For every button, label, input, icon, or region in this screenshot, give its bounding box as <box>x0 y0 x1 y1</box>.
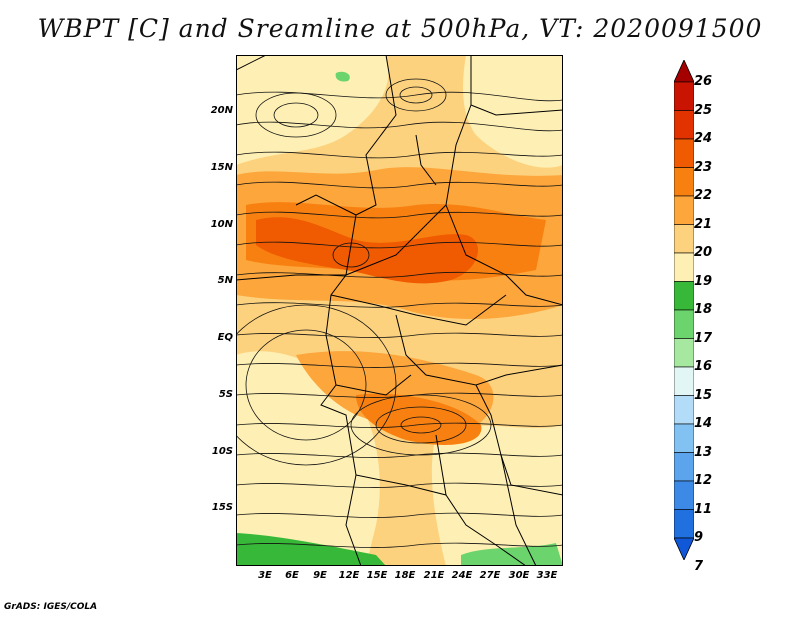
lat-label-10n: 10N <box>210 219 233 230</box>
colorbar-label: 13 <box>694 444 713 460</box>
colorbar-label: 26 <box>694 74 713 89</box>
colorbar-cap-bottom <box>674 537 694 560</box>
colorbar-segment <box>674 395 694 425</box>
grads-credit: GrADS: IGES/COLA <box>4 602 98 612</box>
colorbar-segment <box>674 281 694 311</box>
lat-label-10s: 10S <box>211 446 233 457</box>
colorbar-segment <box>674 110 694 140</box>
colorbar-label: 25 <box>694 102 713 118</box>
colorbar-segment <box>674 452 694 482</box>
field-region-18-south <box>236 533 386 566</box>
colorbar-segment <box>674 252 694 282</box>
colorbar-segment <box>674 224 694 254</box>
field-region-19-north <box>236 55 389 165</box>
colorbar-label: 22 <box>694 188 713 203</box>
colorbar-label: 17 <box>694 330 713 346</box>
lat-label-15n: 15N <box>210 162 233 173</box>
lat-label-20n: 20N <box>210 105 233 116</box>
map-panel <box>236 55 563 566</box>
lon-label-24e: 24E <box>451 570 473 581</box>
lon-label-30e: 30E <box>508 570 530 581</box>
colorbar-segment <box>674 138 694 168</box>
colorbar-label: 24 <box>694 131 713 146</box>
map-canvas <box>236 55 563 566</box>
lon-label-33e: 33E <box>536 570 558 581</box>
colorbar-label: 11 <box>694 501 713 517</box>
colorbar-segment <box>674 195 694 225</box>
colorbar-label: 18 <box>694 302 713 317</box>
field-region-22-central <box>356 393 482 445</box>
lon-label-15e: 15E <box>366 570 388 581</box>
colorbar-segment <box>674 81 694 111</box>
field-region-23-core <box>256 217 478 284</box>
colorbar-segment <box>674 366 694 396</box>
colorbar-label: 19 <box>694 273 713 289</box>
colorbar-segment <box>674 423 694 453</box>
colorbar-label: 20 <box>694 245 713 260</box>
colorbar-label: 7 <box>694 558 704 574</box>
lat-label-5n: 5N <box>217 275 233 286</box>
field-region-19-southeast <box>431 425 563 566</box>
lat-label-eq: EQ <box>217 332 233 343</box>
colorbar-label: 14 <box>694 416 713 431</box>
lon-label-3e: 3E <box>258 570 272 581</box>
map-frame <box>236 55 563 566</box>
colorbar-label: 15 <box>694 387 713 403</box>
colorbar-segment <box>674 480 694 510</box>
field-region-17-north <box>335 71 350 82</box>
colorbar-label: 16 <box>694 359 713 374</box>
country-borders <box>236 55 563 566</box>
colorbar-label: 12 <box>694 473 713 488</box>
lon-label-6e: 6E <box>285 570 299 581</box>
lon-label-21e: 21E <box>423 570 445 581</box>
colorbar-segment <box>674 509 694 539</box>
field-region-19-northeast <box>463 55 563 168</box>
colorbar-segment <box>674 167 694 197</box>
chart-title: WBPT [C] and Sreamline at 500hPa, VT: 20… <box>37 14 763 43</box>
lat-label-15s: 15S <box>211 502 233 513</box>
lon-label-12e: 12E <box>338 570 360 581</box>
colorbar <box>674 60 694 560</box>
colorbar-label: 21 <box>694 216 713 232</box>
field-region-17-southeast <box>461 543 563 566</box>
lat-label-5s: 5S <box>218 389 233 400</box>
colorbar-label: 9 <box>694 530 704 545</box>
lon-label-27e: 27E <box>479 570 501 581</box>
lon-label-18e: 18E <box>394 570 416 581</box>
lon-label-9e: 9E <box>313 570 327 581</box>
colorbar-segment <box>674 309 694 339</box>
colorbar-label: 23 <box>694 159 713 175</box>
colorbar-cap-top <box>674 60 694 83</box>
colorbar-segment <box>674 338 694 368</box>
